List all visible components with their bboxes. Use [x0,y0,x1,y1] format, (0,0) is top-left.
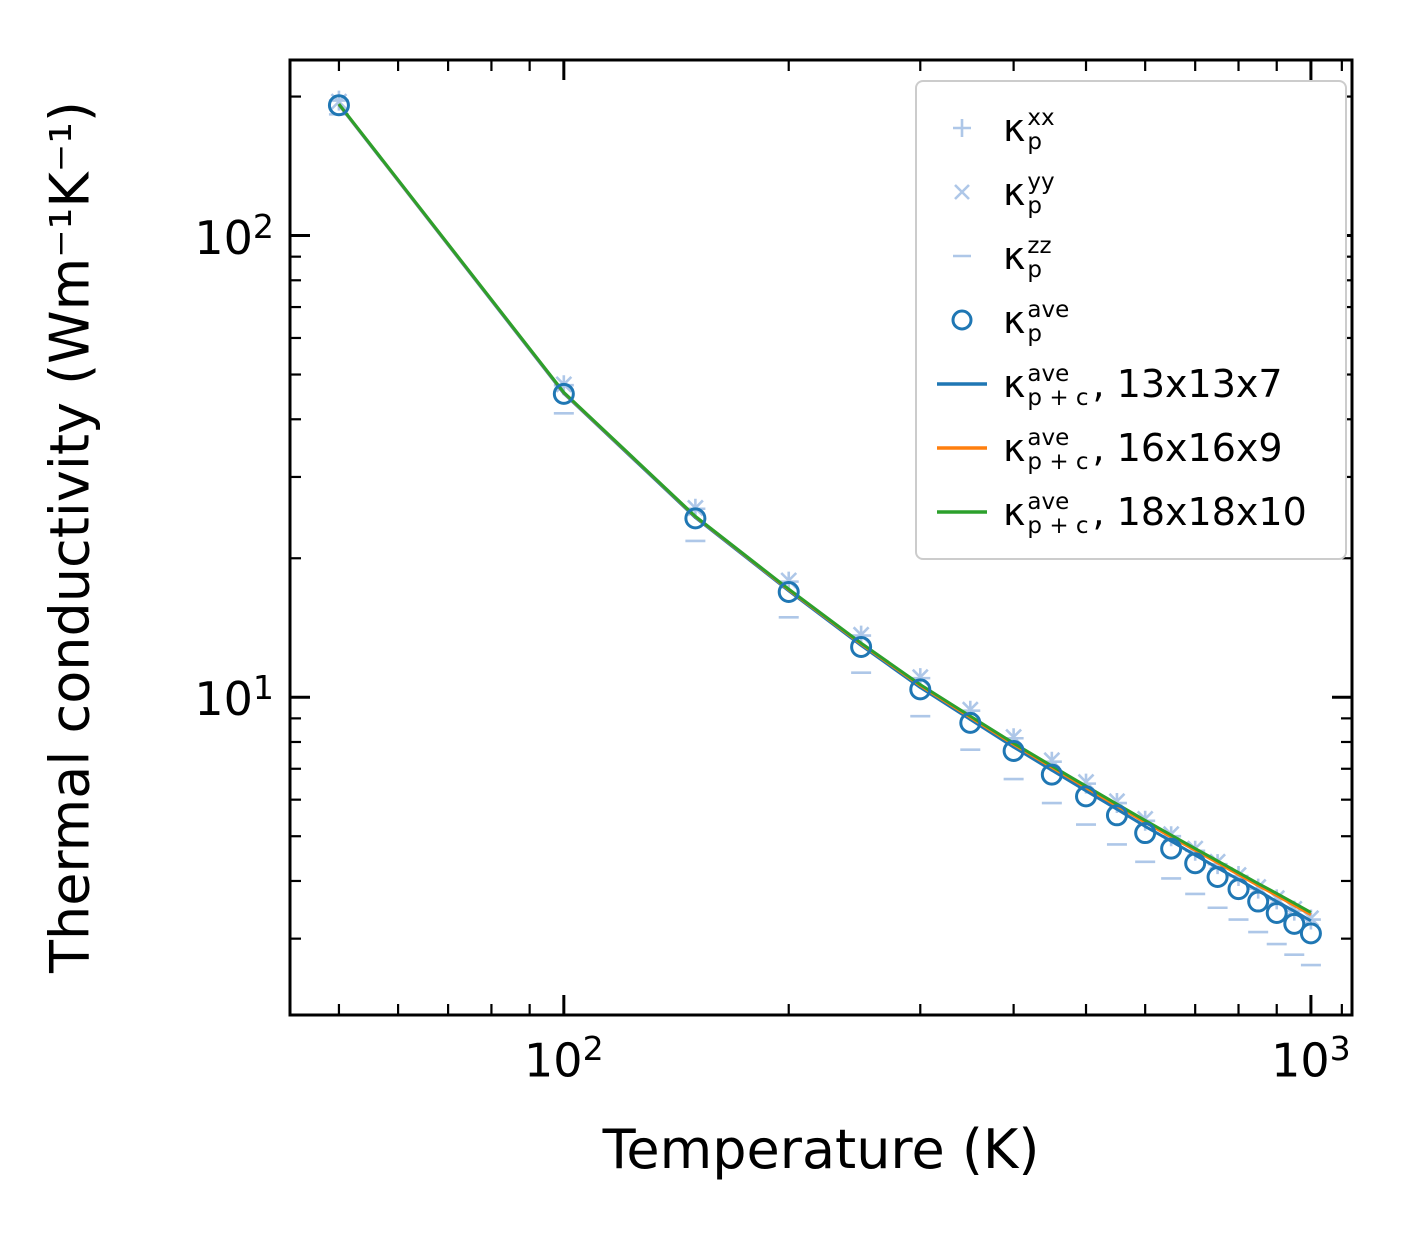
x-axis-label: Temperature (K) [602,1118,1040,1181]
series-line-kappa_p+c_ave_18x18x10 [337,103,1312,914]
legend: κ xx p κ yy p κ zz p κ ave p κ ave p + c, 13x13x7 κ ave p… [915,80,1347,560]
circle-marker-icon [327,94,350,117]
circle-marker-icon [1105,804,1128,827]
circle-marker-icon [777,581,800,604]
x-tick-label: 102 [524,1029,604,1088]
legend-item: κ zz p [933,224,1329,288]
y-tick-label: 101 [194,668,274,727]
circle-marker-icon [1184,852,1207,875]
y-axis-label: Thermal conductivity (Wm⁻¹K⁻¹) [38,101,102,974]
legend-label: κ zz p [1003,232,1052,283]
legend-label: κ ave p + c, 13x13x7 [1003,360,1283,411]
circle-marker-icon [1227,878,1250,901]
line-legend-marker-icon [937,510,987,514]
circle-marker-icon [1247,890,1270,913]
legend-item: κ yy p [933,160,1329,224]
circle-marker-icon [552,382,575,405]
circle-marker-icon [1002,739,1025,762]
circle-marker-icon [850,635,873,658]
legend-label: κ yy p [1003,168,1055,219]
plus-legend-marker-icon [953,119,971,137]
line-legend-marker-icon [937,446,987,450]
plot-frame [288,58,1354,1017]
circle-marker-icon [1283,912,1306,935]
dash-legend-marker-icon [953,254,971,258]
circle-marker-icon [1160,837,1183,860]
legend-label: κ ave p + c, 16x16x9 [1003,424,1283,475]
x-tick-label: 103 [1271,1029,1351,1088]
legend-label: κ xx p [1003,104,1055,155]
circle-marker-icon [1075,785,1098,808]
legend-label: κ ave p [1003,296,1070,347]
legend-item: κ xx p [933,96,1329,160]
circle-marker-icon [909,678,932,701]
legend-item: κ ave p + c, 18x18x10 [933,480,1329,544]
y-tick-label: 102 [194,206,274,265]
legend-item: κ ave p + c, 16x16x9 [933,416,1329,480]
legend-label: κ ave p + c, 18x18x10 [1003,488,1307,539]
circle-marker-icon [959,711,982,734]
line-legend-marker-icon [937,382,987,386]
legend-item: κ ave p + c, 13x13x7 [933,352,1329,416]
circle-legend-marker-icon [951,309,973,331]
legend-item: κ ave p [933,288,1329,352]
circle-marker-icon [684,507,707,530]
circle-marker-icon [1299,922,1322,945]
x-legend-marker-icon [954,184,970,200]
circle-marker-icon [1206,865,1229,888]
circle-marker-icon [1040,763,1063,786]
circle-marker-icon [1134,822,1157,845]
circle-marker-icon [1265,901,1288,924]
